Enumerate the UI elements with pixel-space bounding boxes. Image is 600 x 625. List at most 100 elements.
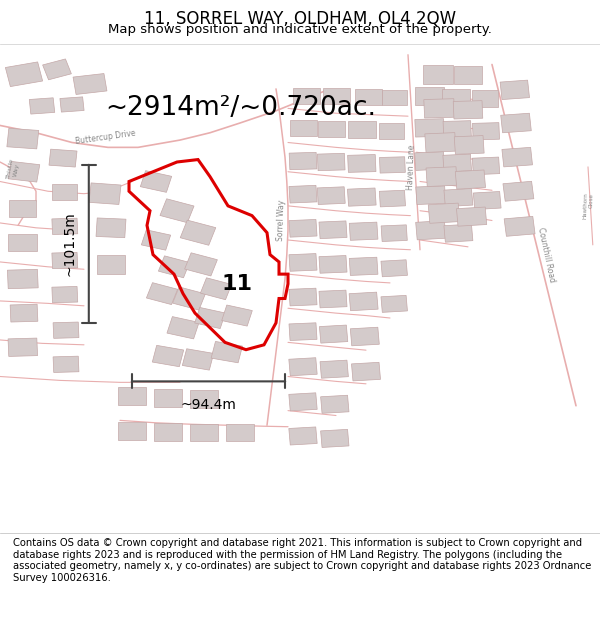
Bar [381, 225, 407, 241]
Bar [7, 128, 39, 149]
Bar [8, 161, 40, 182]
Bar [289, 152, 317, 170]
Bar [289, 357, 317, 376]
Bar [443, 154, 472, 172]
Bar [349, 258, 378, 276]
Bar [319, 221, 347, 239]
Bar [10, 304, 38, 322]
Bar [226, 424, 254, 441]
Bar [415, 152, 445, 171]
Bar [118, 422, 146, 440]
Bar [49, 149, 77, 167]
Bar [53, 356, 79, 372]
Bar [457, 207, 487, 226]
Bar [190, 390, 218, 408]
Bar [501, 113, 531, 132]
Bar [444, 189, 473, 207]
Bar [290, 119, 317, 136]
Bar [73, 74, 107, 94]
Bar [289, 427, 317, 445]
Bar [472, 91, 498, 107]
Bar [182, 349, 214, 370]
Bar [158, 256, 190, 278]
Bar [472, 157, 500, 175]
Bar [423, 65, 453, 84]
Bar [52, 286, 78, 302]
Bar [194, 308, 226, 329]
Bar [502, 148, 532, 167]
Bar [289, 186, 317, 203]
Text: 11, SORREL WAY, OLDHAM, OL4 2QW: 11, SORREL WAY, OLDHAM, OL4 2QW [144, 10, 456, 28]
Bar [160, 199, 194, 222]
Bar [416, 221, 446, 240]
Bar [323, 88, 350, 104]
Bar [454, 66, 482, 84]
Bar [154, 389, 182, 407]
Bar [289, 393, 317, 411]
Bar [426, 167, 457, 186]
Text: Map shows position and indicative extent of the property.: Map shows position and indicative extent… [108, 23, 492, 36]
Text: Haven Lane: Haven Lane [406, 144, 416, 190]
Bar [289, 254, 317, 271]
Bar [453, 101, 483, 119]
Bar [500, 80, 529, 99]
Bar [455, 170, 485, 189]
Bar [52, 184, 77, 200]
Bar [167, 317, 199, 339]
Bar [52, 218, 78, 234]
Bar [185, 253, 217, 276]
Bar [152, 346, 184, 367]
Bar [293, 88, 320, 104]
Bar [424, 99, 455, 118]
Bar [289, 322, 317, 341]
Bar [29, 98, 55, 114]
Bar [200, 278, 232, 300]
Bar [349, 292, 378, 311]
Bar [89, 183, 121, 204]
Bar [503, 181, 534, 201]
Bar [320, 395, 349, 413]
Bar [140, 171, 172, 192]
Bar [317, 153, 345, 171]
Bar [190, 424, 218, 441]
Bar [381, 260, 407, 277]
Bar [425, 132, 456, 152]
Bar [379, 157, 406, 173]
Bar [381, 296, 407, 312]
Bar [318, 121, 345, 137]
Bar [352, 362, 380, 381]
Bar [349, 222, 378, 241]
Bar [348, 121, 376, 138]
Text: ~94.4m: ~94.4m [181, 399, 236, 412]
Bar [142, 230, 170, 250]
Bar [444, 224, 473, 243]
Bar [416, 186, 446, 204]
Bar [347, 188, 376, 206]
Bar [317, 187, 345, 204]
Bar [379, 123, 404, 139]
Bar [154, 423, 182, 441]
Bar [443, 121, 472, 138]
Text: Thistle
Way: Thistle Way [6, 158, 20, 181]
Text: Hawthorn
Close: Hawthorn Close [582, 192, 594, 219]
Bar [221, 305, 253, 326]
Bar [347, 154, 376, 173]
Bar [180, 220, 216, 245]
Bar [504, 216, 535, 236]
Bar [60, 97, 84, 112]
Bar [355, 89, 382, 106]
Bar [96, 218, 126, 238]
Text: Buttercup Drive: Buttercup Drive [74, 129, 136, 146]
Text: ~101.5m: ~101.5m [63, 211, 77, 276]
Bar [454, 136, 484, 154]
Bar [118, 388, 146, 405]
Bar [5, 62, 43, 87]
Text: 11: 11 [221, 274, 253, 294]
Bar [289, 219, 317, 237]
Text: ~2914m²/~0.720ac.: ~2914m²/~0.720ac. [105, 96, 376, 121]
Bar [173, 287, 205, 310]
Bar [473, 191, 501, 209]
Bar [52, 253, 78, 269]
Bar [7, 269, 38, 289]
Bar [53, 322, 79, 338]
